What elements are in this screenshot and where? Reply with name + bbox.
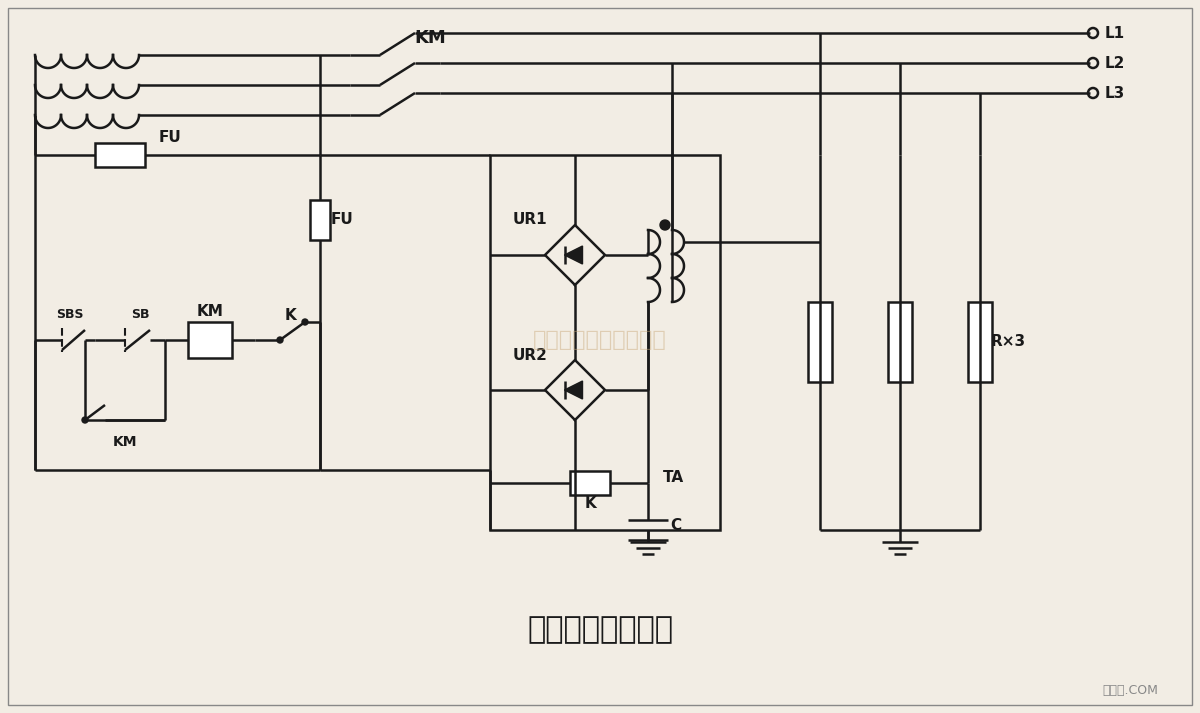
Text: L3: L3 xyxy=(1105,86,1126,101)
Bar xyxy=(310,200,330,240)
Text: KM: KM xyxy=(197,304,223,319)
Text: 接线图.COM: 接线图.COM xyxy=(1102,684,1158,697)
Text: TA: TA xyxy=(662,471,684,486)
Circle shape xyxy=(660,220,670,230)
Text: FU: FU xyxy=(158,130,181,145)
Bar xyxy=(188,322,232,358)
Bar xyxy=(570,471,610,495)
Text: K: K xyxy=(584,496,596,511)
Bar xyxy=(968,302,992,382)
Text: 杭州将睿科技有限公司: 杭州将睿科技有限公司 xyxy=(533,330,667,350)
Polygon shape xyxy=(564,246,582,264)
Text: UR1: UR1 xyxy=(512,212,547,227)
Circle shape xyxy=(82,417,88,423)
Text: L2: L2 xyxy=(1105,56,1126,71)
Text: SBS: SBS xyxy=(56,309,84,322)
Text: FU: FU xyxy=(331,212,353,227)
Text: UR2: UR2 xyxy=(512,347,547,362)
Text: L1: L1 xyxy=(1105,26,1126,41)
Circle shape xyxy=(302,319,308,325)
Text: SB: SB xyxy=(131,309,149,322)
Text: KM: KM xyxy=(113,435,137,449)
Text: C: C xyxy=(671,518,682,533)
Circle shape xyxy=(277,337,283,343)
Text: K: K xyxy=(284,307,296,322)
Text: 漏电流式保护电路: 漏电流式保护电路 xyxy=(527,615,673,645)
Bar xyxy=(490,155,720,530)
Text: KM: KM xyxy=(414,29,446,47)
Text: R×3: R×3 xyxy=(990,334,1026,349)
Bar xyxy=(95,143,145,167)
Bar xyxy=(888,302,912,382)
Polygon shape xyxy=(564,381,582,399)
Bar xyxy=(808,302,832,382)
